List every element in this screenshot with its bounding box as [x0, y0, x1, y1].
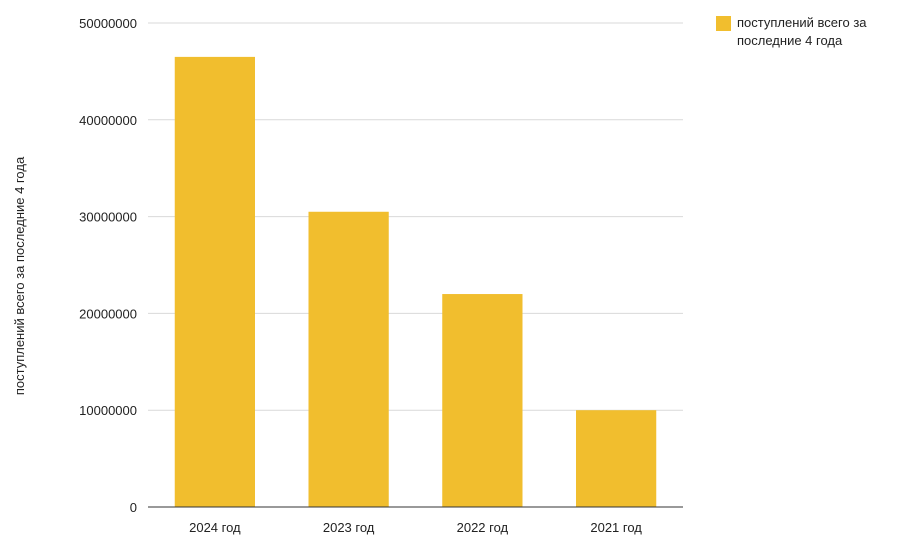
legend: поступлений всего за последние 4 года [716, 14, 921, 50]
bars [174, 56, 657, 507]
bar-2022-год [442, 294, 523, 507]
legend-swatch [716, 16, 731, 31]
y-tick-label: 40000000 [79, 113, 137, 128]
y-tick-label: 30000000 [79, 210, 137, 225]
legend-label: поступлений всего за последние 4 года [737, 15, 867, 48]
bar-2021-год [576, 410, 657, 507]
x-tick-label: 2023 год [323, 520, 375, 535]
y-tick-label: 0 [130, 500, 137, 515]
bar-2023-год [308, 211, 389, 507]
bar-2024-год [174, 56, 255, 507]
y-axis-ticks: 0 10000000 20000000 30000000 40000000 5000000… [79, 16, 137, 515]
y-axis-label: поступлений всего за последние 4 года [12, 156, 27, 395]
x-tick-label: 2021 год [590, 520, 642, 535]
x-tick-label: 2022 год [457, 520, 509, 535]
y-tick-label: 20000000 [79, 306, 137, 321]
x-axis-ticks: 2024 год 2023 год 2022 год 2021 год [189, 520, 642, 535]
y-tick-label: 50000000 [79, 16, 137, 31]
x-tick-label: 2024 год [189, 520, 241, 535]
y-tick-label: 10000000 [79, 403, 137, 418]
